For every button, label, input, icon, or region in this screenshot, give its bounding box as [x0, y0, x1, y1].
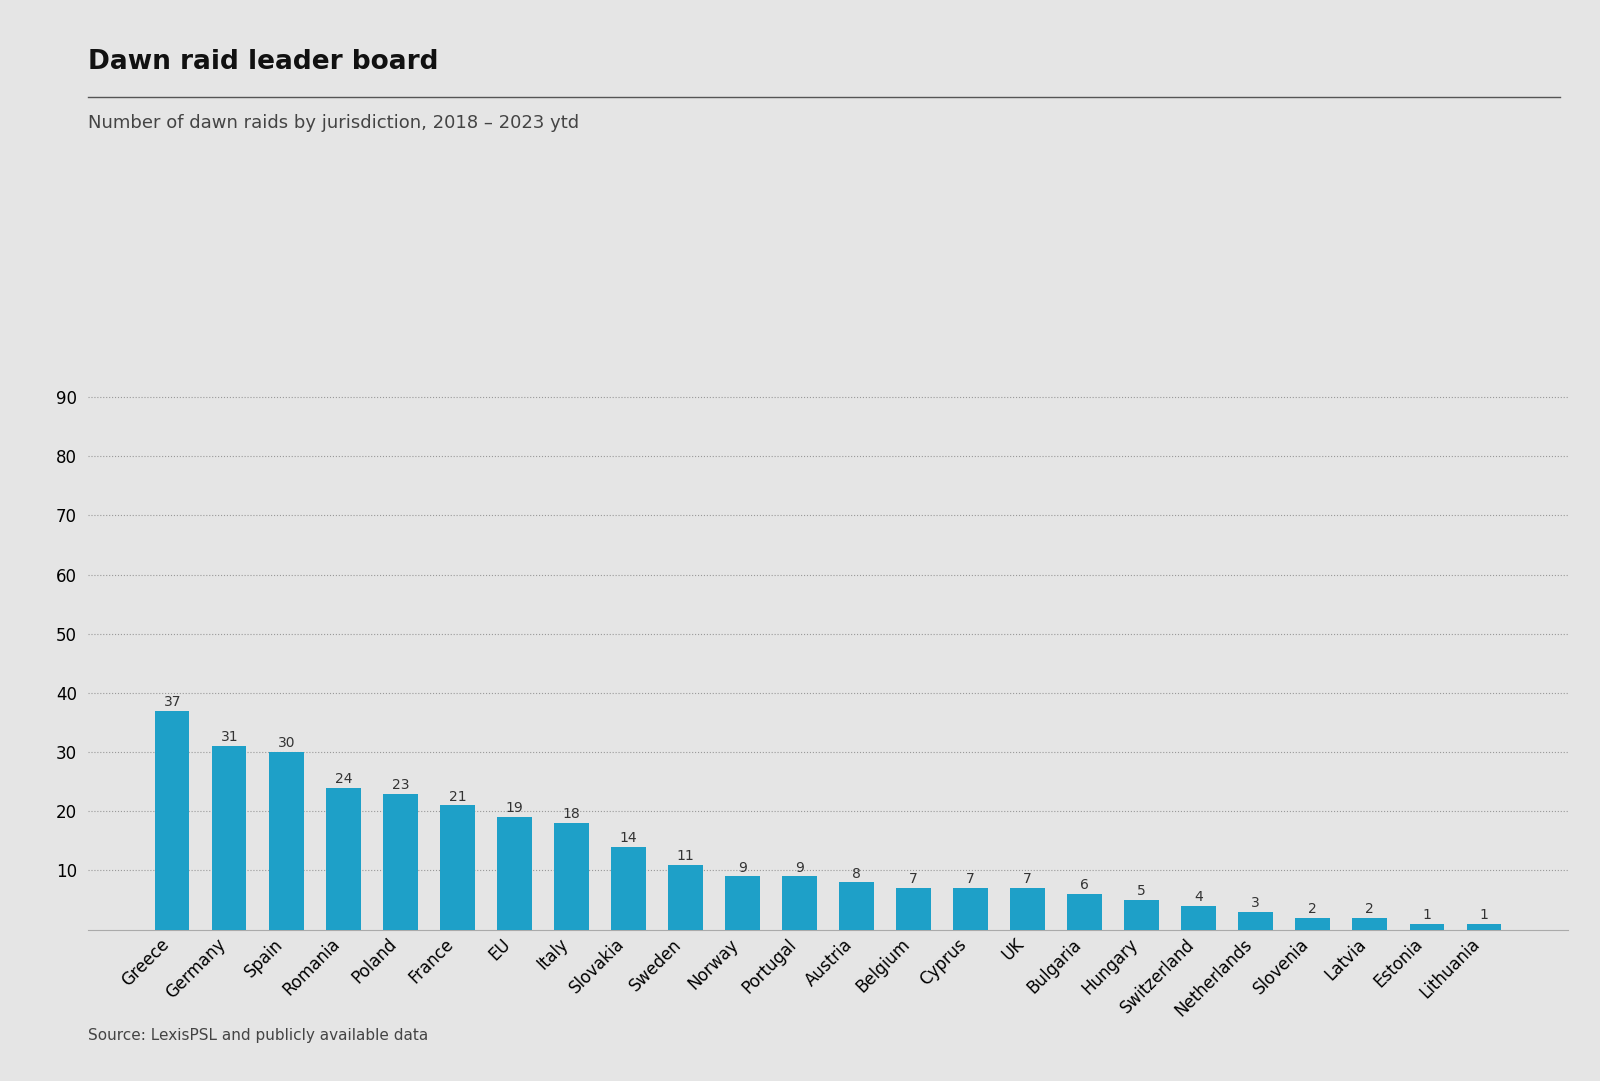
Text: 3: 3	[1251, 896, 1259, 910]
Text: Source: LexisPSL and publicly available data: Source: LexisPSL and publicly available …	[88, 1028, 429, 1043]
Bar	[1296, 918, 1330, 930]
Bar	[896, 889, 931, 930]
Text: 7: 7	[909, 872, 918, 886]
Bar	[384, 793, 418, 930]
Bar	[611, 846, 645, 930]
Bar	[326, 788, 360, 930]
Bar	[1238, 912, 1272, 930]
Text: 2: 2	[1365, 902, 1374, 916]
Bar	[782, 877, 816, 930]
Text: 19: 19	[506, 801, 523, 815]
Text: 6: 6	[1080, 879, 1090, 893]
Text: 1: 1	[1422, 908, 1430, 922]
Text: Dawn raid leader board: Dawn raid leader board	[88, 49, 438, 75]
Bar	[669, 865, 702, 930]
Bar	[1067, 894, 1102, 930]
Text: 4: 4	[1194, 891, 1203, 904]
Text: 31: 31	[221, 731, 238, 745]
Bar	[1125, 900, 1158, 930]
Text: 9: 9	[738, 860, 747, 875]
Bar	[269, 752, 304, 930]
Text: 30: 30	[278, 736, 294, 750]
Text: 1: 1	[1478, 908, 1488, 922]
Bar	[440, 805, 475, 930]
Bar	[1410, 924, 1443, 930]
Text: 8: 8	[853, 867, 861, 881]
Bar	[1181, 906, 1216, 930]
Text: 21: 21	[448, 789, 466, 803]
Text: 9: 9	[795, 860, 803, 875]
Text: 11: 11	[677, 849, 694, 863]
Text: 37: 37	[163, 695, 181, 709]
Text: 24: 24	[334, 772, 352, 786]
Bar	[1352, 918, 1387, 930]
Bar	[213, 746, 246, 930]
Text: 2: 2	[1309, 902, 1317, 916]
Bar	[155, 710, 189, 930]
Bar	[1467, 924, 1501, 930]
Bar	[954, 889, 987, 930]
Bar	[498, 817, 531, 930]
Text: 7: 7	[966, 872, 974, 886]
Bar	[725, 877, 760, 930]
Bar	[1011, 889, 1045, 930]
Text: 7: 7	[1022, 872, 1032, 886]
Text: 18: 18	[563, 808, 581, 822]
Text: 14: 14	[619, 831, 637, 845]
Bar	[840, 882, 874, 930]
Bar	[554, 823, 589, 930]
Text: 23: 23	[392, 778, 410, 791]
Text: Number of dawn raids by jurisdiction, 2018 – 2023 ytd: Number of dawn raids by jurisdiction, 20…	[88, 114, 579, 132]
Text: 5: 5	[1138, 884, 1146, 898]
